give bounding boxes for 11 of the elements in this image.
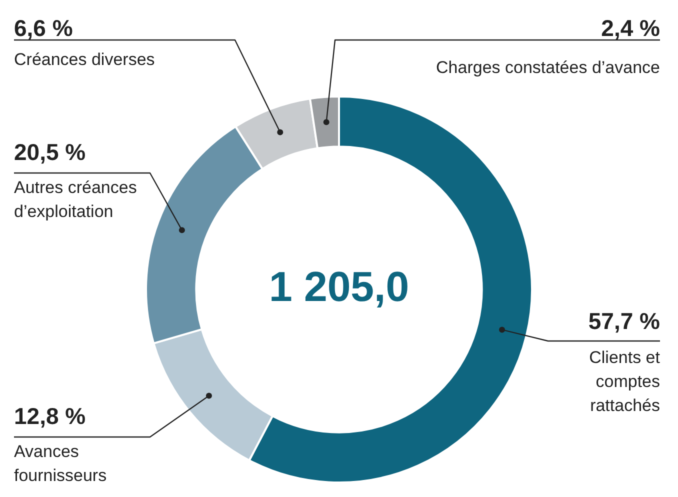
data-label: 12,8 % [14, 402, 86, 429]
slice-label: Charges constatées d’avance [436, 58, 660, 78]
text: 1 205,0 [268, 263, 410, 310]
slice-label: Clients et comptes rattachés [589, 348, 660, 416]
data-label: 20,5 % [14, 138, 86, 165]
slice-label: Autres créances d’exploitation [14, 178, 137, 222]
data-label: 6,6 % [14, 14, 73, 41]
slice-label: Créances diverses [14, 50, 155, 70]
data-label: 2,4 % [601, 14, 660, 41]
data-label: 57,7 % [588, 308, 660, 334]
slice-label: Avances fournisseurs [14, 442, 107, 486]
